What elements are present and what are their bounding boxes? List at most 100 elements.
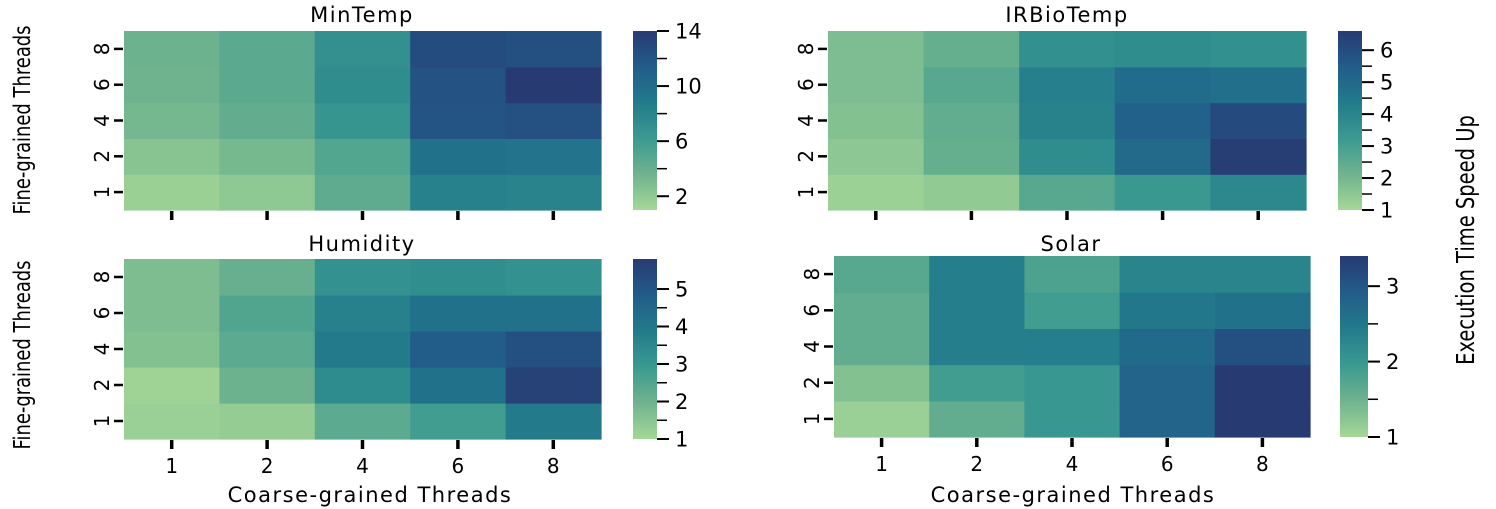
heatmap-cell [505,66,602,104]
heatmap-cell [124,66,220,104]
colorbar-tick-label: 4 [1380,103,1393,127]
heatmap-cell [314,259,411,296]
heatmap-cell [929,292,1025,329]
heatmap-cell [1019,174,1116,211]
heatmap-cell [219,138,316,175]
heatmap-cell [410,331,507,368]
x-tick-label: 1 [875,452,888,476]
x-tick-label: 2 [261,454,274,478]
heatmap-cell [929,328,1025,366]
heatmap-cell [314,331,411,368]
heatmap-cell [1024,292,1121,329]
heatmap-cell [124,31,220,68]
heatmap-cell [1024,328,1121,366]
heatmap-cell [314,102,411,139]
heatmap-cell [219,403,316,440]
heatmap-cell [410,367,507,404]
heatmap-cell [1024,364,1121,402]
heatmap-cell [1214,364,1311,402]
heatmap-cell [929,364,1025,402]
heatmap-cell [1114,31,1211,68]
heatmap-cell [923,31,1020,68]
heatmap-cell [219,102,316,139]
colorbar-tick-label: 5 [675,278,688,302]
heatmap-cell [410,259,507,296]
y-tick-label: 2 [794,150,818,163]
heatmap-cell [834,400,930,438]
y-tick-label: 2 [90,150,114,163]
heatmap-cell [219,367,316,404]
panel-solar: Solar 1 2 4 6 8 1 2 4 6 8 1 2 3 [800,232,1399,476]
heatmap-cell [124,174,220,211]
y-tick-label: 6 [90,78,114,91]
heatmap-cell [505,295,602,332]
heatmap-cell [834,364,930,402]
colorbar-tick-label: 2 [1380,167,1393,191]
y-tick-label: 4 [90,343,114,356]
heatmap-cell [834,328,930,366]
y-tick-label: 4 [800,340,824,353]
heatmap-cell [923,102,1020,139]
heatmap-cell [1114,66,1211,104]
heatmap-cell [410,403,507,440]
heatmap-cell [1114,138,1211,175]
heatmap-cell [1024,400,1121,438]
heatmap-cell [505,174,602,211]
x-axis-label-right: Coarse-grained Threads [931,483,1216,507]
panel-humidity: Humidity 1 2 4 6 8 1 2 4 6 8 Fine-grained Threads 1 2… [9,232,689,478]
heatmap-cell [828,31,925,68]
heatmap-cell [505,403,602,440]
heatmap-cell [124,367,220,404]
colorbar-tick-label: 1 [1380,199,1393,223]
heatmap-cell [219,295,316,332]
heatmap-cell [1210,138,1307,175]
heatmap-cell [314,174,411,211]
y-tick-label: 8 [90,43,114,56]
y-tick-label: 6 [800,304,824,317]
heatmap-cell [219,259,316,296]
colorbar-solar [1340,256,1368,437]
heatmap-cell [1119,328,1216,366]
heatmap-cell [828,66,925,104]
heatmap-cell [923,138,1020,175]
colorbar-tick-label: 4 [675,315,688,339]
heatmap-cell [929,256,1025,293]
heatmap-cell [1119,256,1216,293]
y-tick-label: 8 [794,43,818,56]
heatmap-cell [1119,292,1216,329]
panel-irbiotemp: IRBioTemp 1 2 4 6 8 1 2 3 4 5 6 [794,3,1393,223]
y-tick-label: 1 [800,413,824,426]
x-tick-label: 6 [452,454,465,478]
y-tick-label: 4 [90,114,114,127]
colorbar-tick-label: 6 [675,130,688,154]
x-tick-label: 6 [1161,452,1174,476]
heatmap-cell [505,102,602,139]
y-tick-label: 6 [794,78,818,91]
colorbar-tick-label: 2 [675,185,688,209]
y-tick-label: 1 [90,415,114,428]
heatmap-cell [410,174,507,211]
heatmap-cell [219,174,316,211]
y-tick-label: 4 [794,114,818,127]
heatmap-cell [124,102,220,139]
heatmap-cell [219,31,316,68]
heatmap-cell [124,295,220,332]
colorbar-tick-label: 14 [675,20,702,44]
heatmap-cell [1019,66,1116,104]
heatmap-cell [124,138,220,175]
x-tick-label: 4 [1066,452,1079,476]
colorbar-tick-label: 2 [675,390,688,414]
panel-title-mintemp: MinTemp [310,3,414,27]
colorbar-tick-label: 1 [1386,426,1399,450]
colorbar-tick-label: 3 [1386,275,1399,299]
heatmap-cell [1210,102,1307,139]
heatmap-cell [314,295,411,332]
heatmap-cell [1214,400,1311,438]
heatmap-cell [1019,102,1116,139]
x-tick-label: 8 [1256,452,1269,476]
heatmap-cell [1214,328,1311,366]
heatmap-cell [834,256,930,293]
heatmap-cell [1114,102,1211,139]
heatmap-cell [219,66,316,104]
